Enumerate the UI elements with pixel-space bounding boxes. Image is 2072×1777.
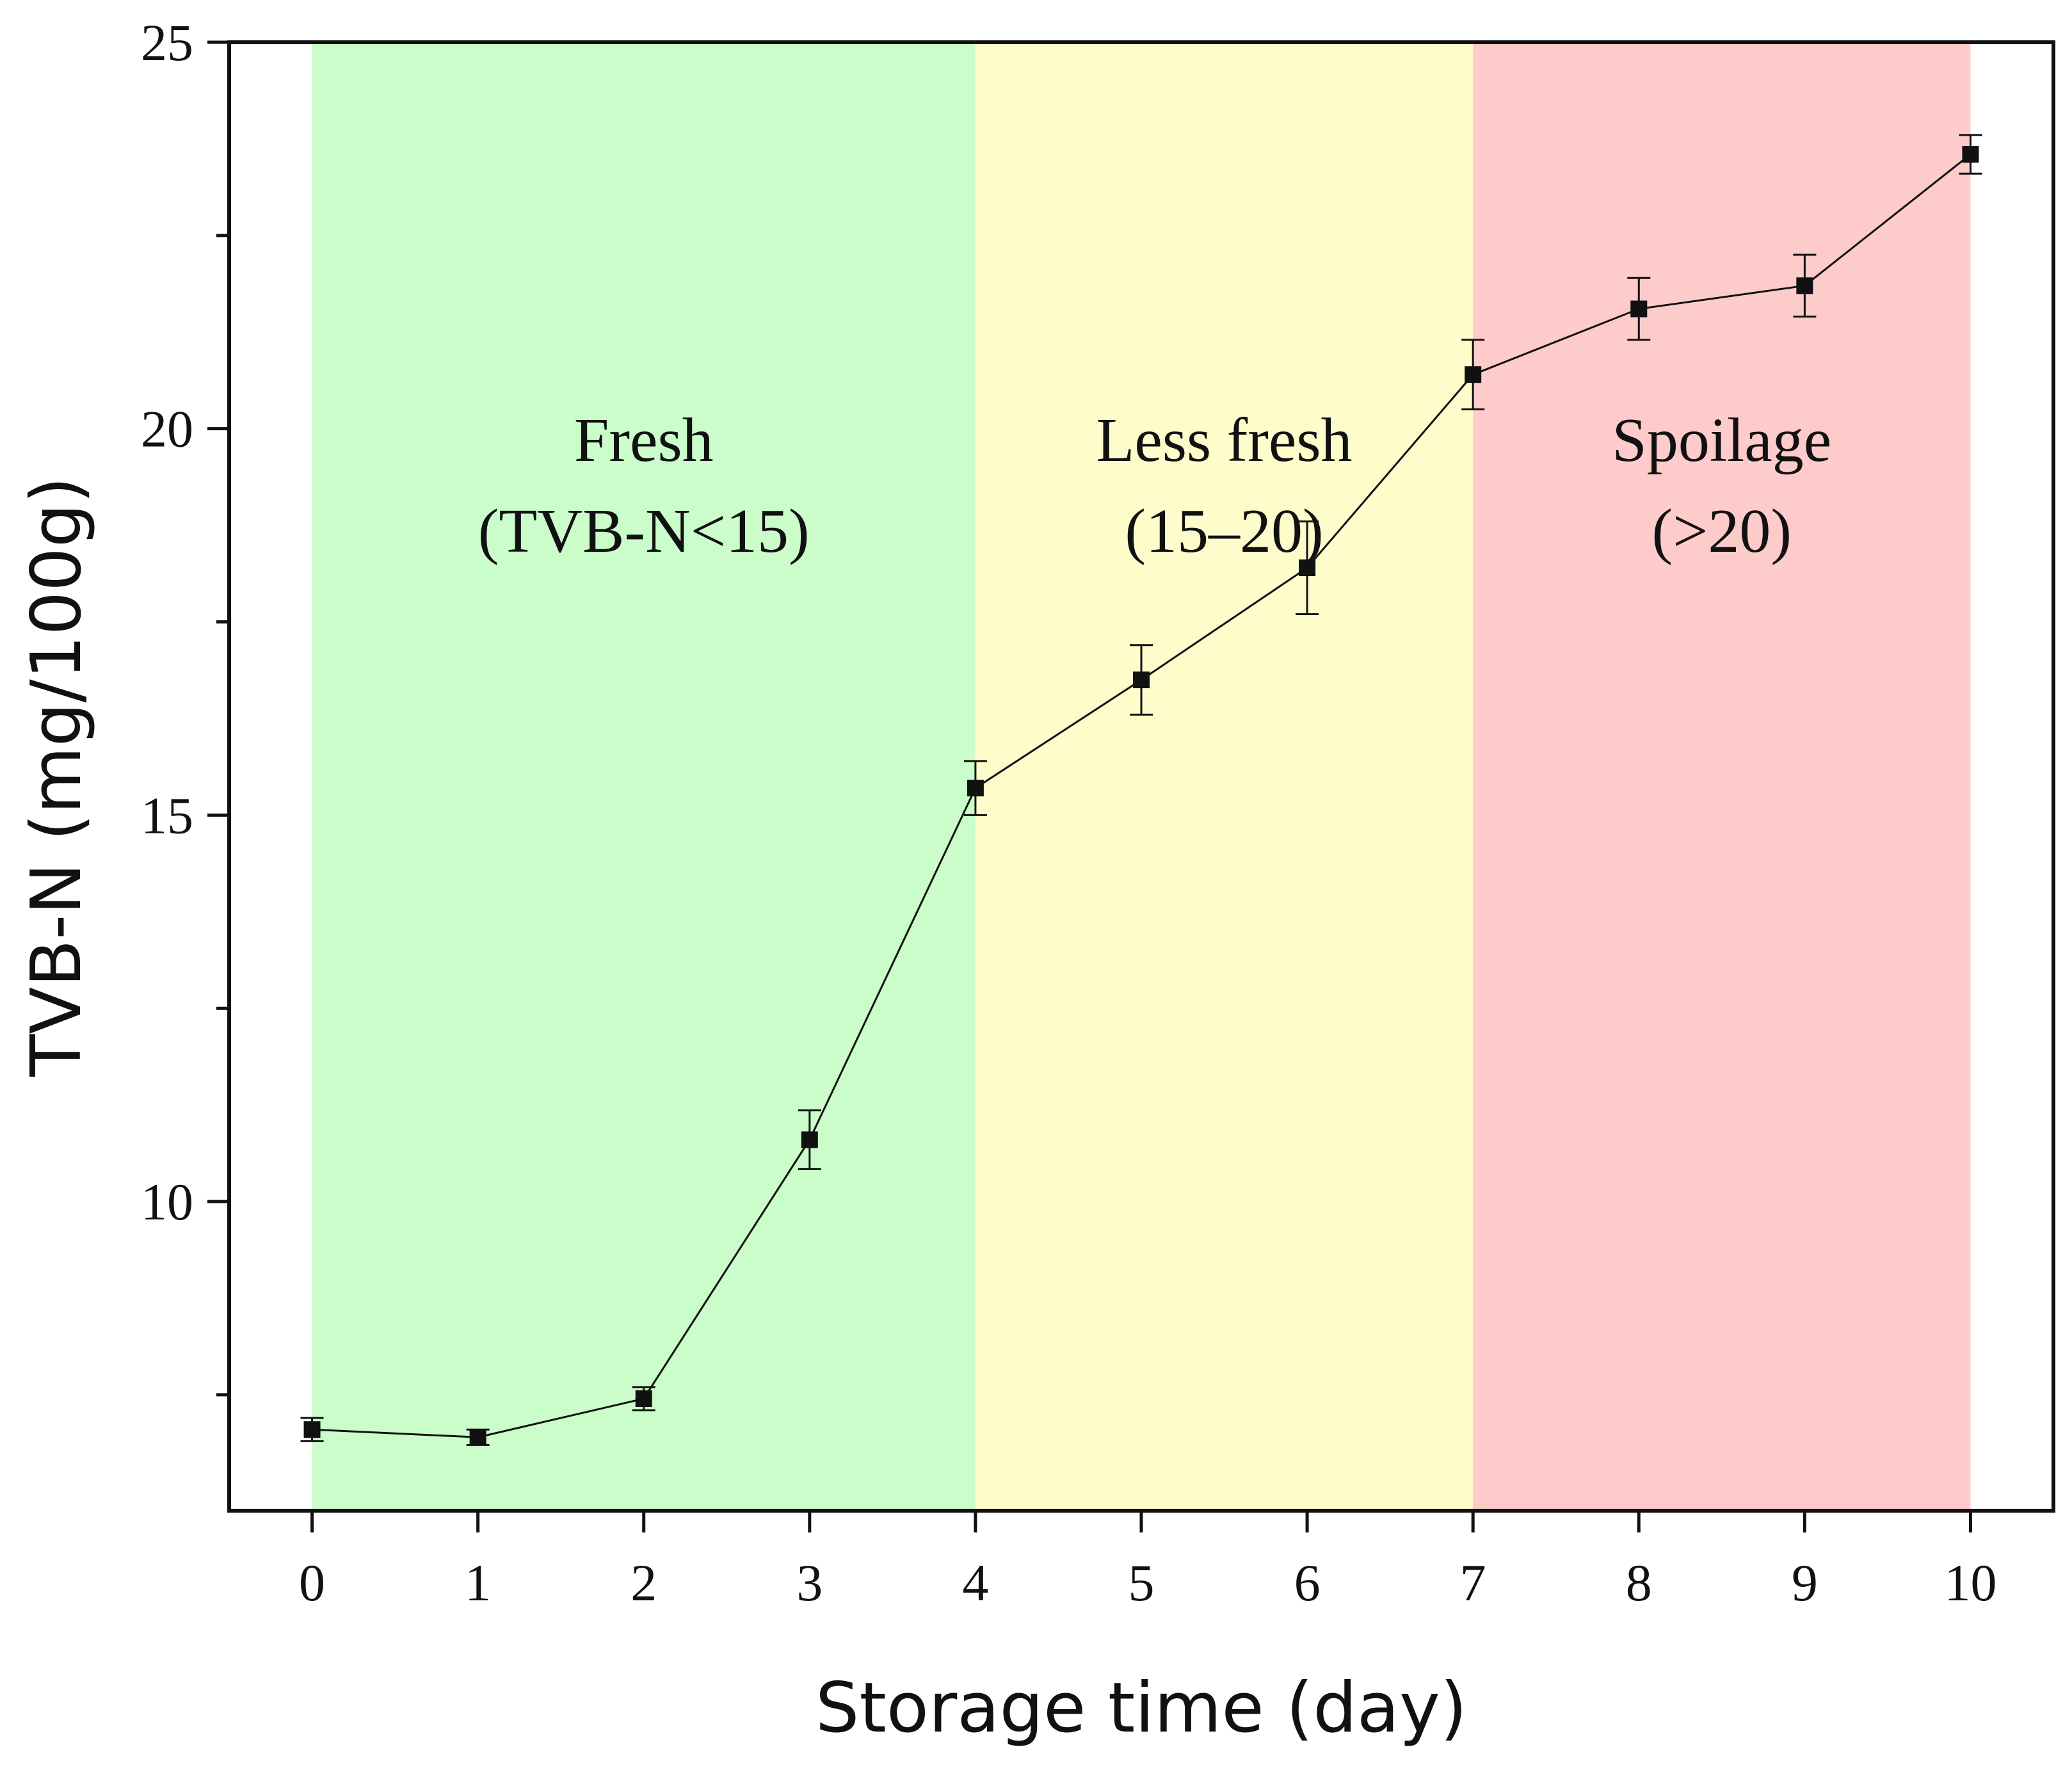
- region-label-2: Spoilage: [1612, 406, 1831, 475]
- y-tick-label-0: 10: [141, 1173, 193, 1231]
- region-labels: Fresh (TVB-N<15) Less fresh (15–20) Spoilage…: [478, 406, 1832, 566]
- region-sublabel-2: (>20): [1652, 497, 1792, 566]
- data-point-0: [303, 1421, 321, 1438]
- x-axis: 0 1 2 3 4 5 6 7 8 9 10: [299, 1511, 1996, 1612]
- region-label-1: Less fresh: [1096, 406, 1353, 475]
- region-label-0: Fresh: [574, 406, 714, 475]
- region-sublabel-0: (TVB-N<15): [478, 497, 810, 566]
- x-axis-title: Storage time (day): [815, 1668, 1467, 1748]
- region-band-0: [312, 42, 976, 1511]
- data-point-3: [801, 1131, 818, 1148]
- y-axis-title: TVB-N (mg/100g): [17, 476, 97, 1077]
- data-point-6: [1299, 559, 1316, 577]
- y-tick-label-1: 15: [141, 786, 193, 844]
- region-band-2: [1473, 42, 1971, 1511]
- data-point-1: [469, 1429, 486, 1446]
- y-tick-label-3: 25: [141, 13, 193, 72]
- x-tick-label-8: 8: [1626, 1554, 1652, 1612]
- series-layer: [300, 134, 1982, 1446]
- x-tick-label-4: 4: [962, 1554, 988, 1612]
- x-tick-label-5: 5: [1128, 1554, 1155, 1612]
- freshness-regions: [312, 42, 1971, 1511]
- data-point-5: [1133, 671, 1150, 689]
- data-point-8: [1630, 300, 1648, 318]
- x-tick-label-1: 1: [465, 1554, 491, 1612]
- region-band-1: [975, 42, 1474, 1511]
- x-tick-label-7: 7: [1460, 1554, 1486, 1612]
- data-point-9: [1796, 277, 1813, 294]
- data-point-10: [1962, 146, 1979, 163]
- y-axis: 10 15 20 25: [141, 13, 229, 1397]
- x-tick-label-0: 0: [299, 1554, 325, 1612]
- x-tick-label-2: 2: [630, 1554, 657, 1612]
- data-point-4: [967, 780, 984, 797]
- x-tick-label-9: 9: [1792, 1554, 1818, 1612]
- region-sublabel-1: (15–20): [1125, 497, 1323, 566]
- x-tick-label-6: 6: [1294, 1554, 1321, 1612]
- y-tick-label-2: 20: [141, 400, 193, 458]
- x-tick-label-3: 3: [796, 1554, 823, 1612]
- data-point-2: [635, 1390, 652, 1407]
- data-point-7: [1465, 366, 1482, 383]
- x-tick-label-10: 10: [1944, 1554, 1996, 1612]
